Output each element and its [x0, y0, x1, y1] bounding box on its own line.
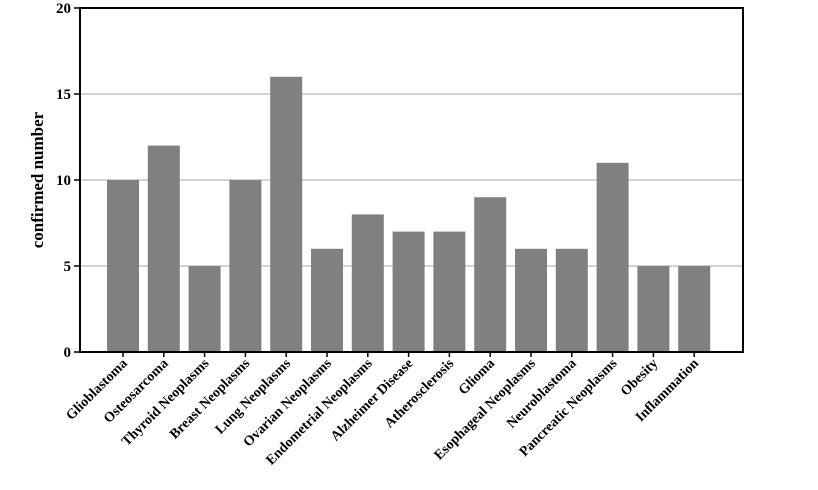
bar-alzheimer-disease	[392, 231, 425, 352]
y-tick-label: 20	[56, 1, 71, 17]
bar-endometrial-neoplasms	[351, 214, 384, 352]
bar-glioma	[474, 197, 507, 352]
x-tick-label: Lung Neoplasms	[213, 356, 295, 438]
x-tick-label: Atherosclerosis	[382, 356, 458, 432]
bar-esophageal-neoplasms	[515, 248, 547, 352]
bar-glioblastoma	[107, 180, 139, 352]
y-tick-label: 5	[64, 259, 72, 275]
y-tick-label: 10	[56, 173, 71, 189]
y-tick-label: 15	[56, 87, 71, 103]
bar-obesity	[637, 266, 670, 352]
bar-thyroid-neoplasms	[188, 266, 221, 352]
bar-lung-neoplasms	[270, 76, 303, 353]
bar-breast-neoplasms	[229, 180, 262, 352]
y-axis-label: confirmed number	[28, 111, 47, 248]
y-axis-ticks: 0 5 10 15 20	[56, 1, 80, 361]
y-tick-label: 0	[64, 345, 72, 361]
bar-osteosarcoma	[147, 145, 180, 352]
bar-ovarian-neoplasms	[311, 248, 343, 352]
bar-inflammation	[678, 266, 711, 352]
bar-atherosclerosis	[433, 231, 466, 352]
bars	[107, 76, 711, 353]
bar-pancreatic-neoplasms	[596, 162, 629, 352]
bar-neuroblastoma	[555, 248, 588, 352]
